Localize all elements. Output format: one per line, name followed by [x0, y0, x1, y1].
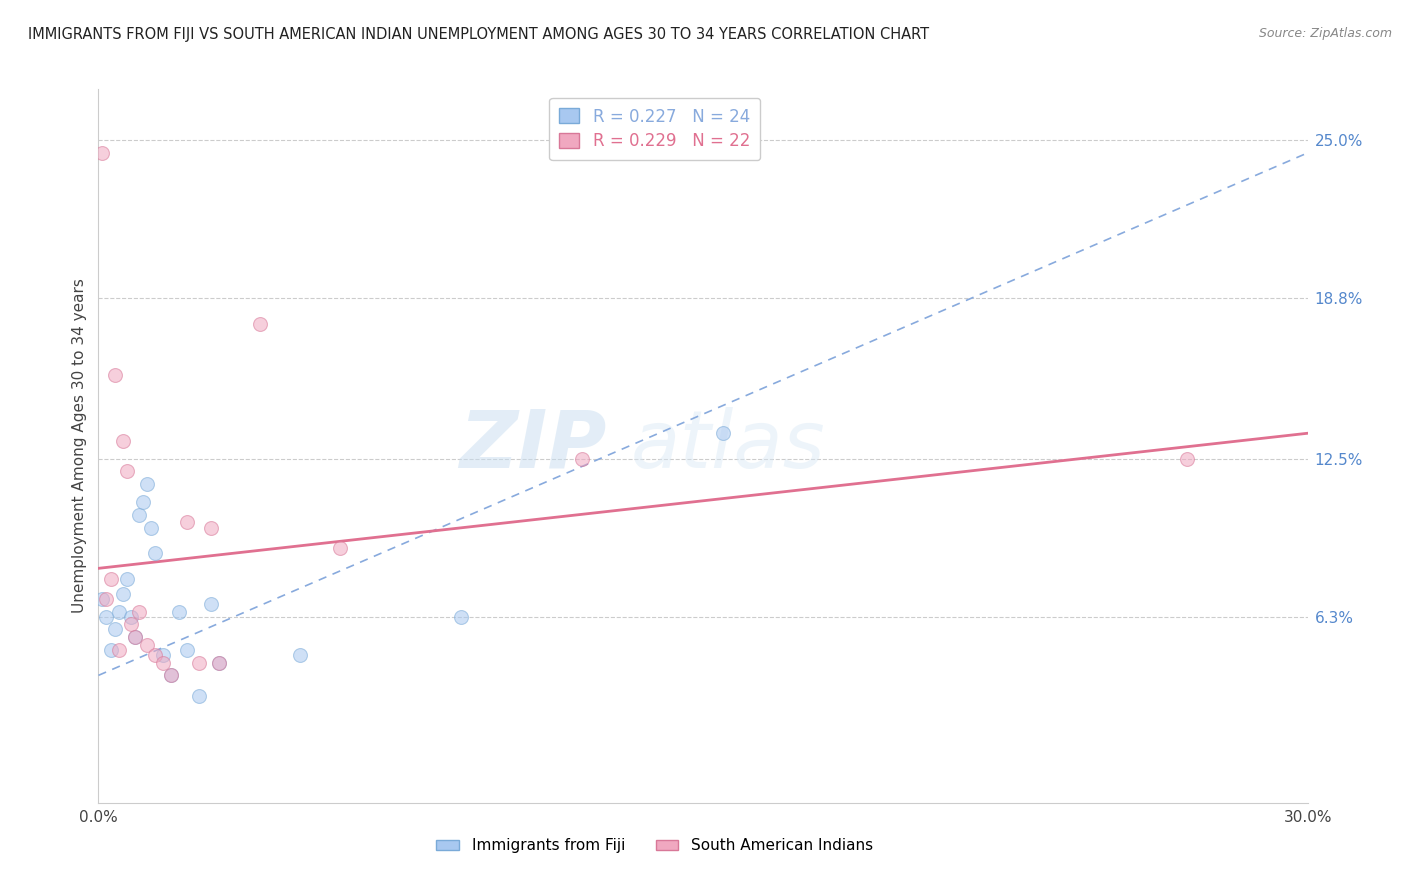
Point: [100, 572, 122, 586]
Point: [96, 591, 118, 606]
Point: [152, 656, 174, 670]
Point: [107, 605, 129, 619]
Point: [120, 617, 142, 632]
Point: [139, 520, 162, 534]
Point: [143, 648, 166, 662]
Point: [1175, 451, 1198, 466]
Point: [188, 689, 211, 703]
Point: [329, 541, 352, 555]
Legend: Immigrants from Fiji, South American Indians: Immigrants from Fiji, South American Ind…: [430, 832, 879, 859]
Point: [135, 477, 157, 491]
Y-axis label: Unemployment Among Ages 30 to 34 years: Unemployment Among Ages 30 to 34 years: [72, 278, 87, 614]
Point: [107, 643, 129, 657]
Point: [176, 516, 198, 530]
Point: [167, 605, 190, 619]
Point: [100, 643, 122, 657]
Point: [249, 317, 271, 331]
Point: [160, 668, 183, 682]
Point: [115, 572, 138, 586]
Point: [288, 648, 311, 662]
Point: [135, 638, 157, 652]
Point: [160, 668, 183, 682]
Point: [103, 623, 125, 637]
Point: [91, 591, 114, 606]
Point: [208, 656, 231, 670]
Text: atlas: atlas: [630, 407, 825, 485]
Point: [120, 609, 142, 624]
Point: [143, 546, 166, 560]
Point: [208, 656, 231, 670]
Point: [103, 368, 125, 382]
Point: [124, 630, 146, 644]
Point: [128, 605, 150, 619]
Point: [711, 426, 734, 441]
Point: [176, 643, 198, 657]
Point: [200, 597, 222, 611]
Point: [115, 465, 138, 479]
Text: ZIP: ZIP: [458, 407, 606, 485]
Text: IMMIGRANTS FROM FIJI VS SOUTH AMERICAN INDIAN UNEMPLOYMENT AMONG AGES 30 TO 34 Y: IMMIGRANTS FROM FIJI VS SOUTH AMERICAN I…: [28, 27, 929, 42]
Point: [96, 609, 118, 624]
Point: [571, 451, 593, 466]
Point: [111, 587, 134, 601]
Text: Source: ZipAtlas.com: Source: ZipAtlas.com: [1258, 27, 1392, 40]
Point: [152, 648, 174, 662]
Point: [188, 656, 211, 670]
Point: [132, 495, 155, 509]
Point: [91, 145, 114, 160]
Point: [124, 630, 146, 644]
Point: [128, 508, 150, 522]
Point: [200, 520, 222, 534]
Point: [450, 609, 472, 624]
Point: [111, 434, 134, 448]
